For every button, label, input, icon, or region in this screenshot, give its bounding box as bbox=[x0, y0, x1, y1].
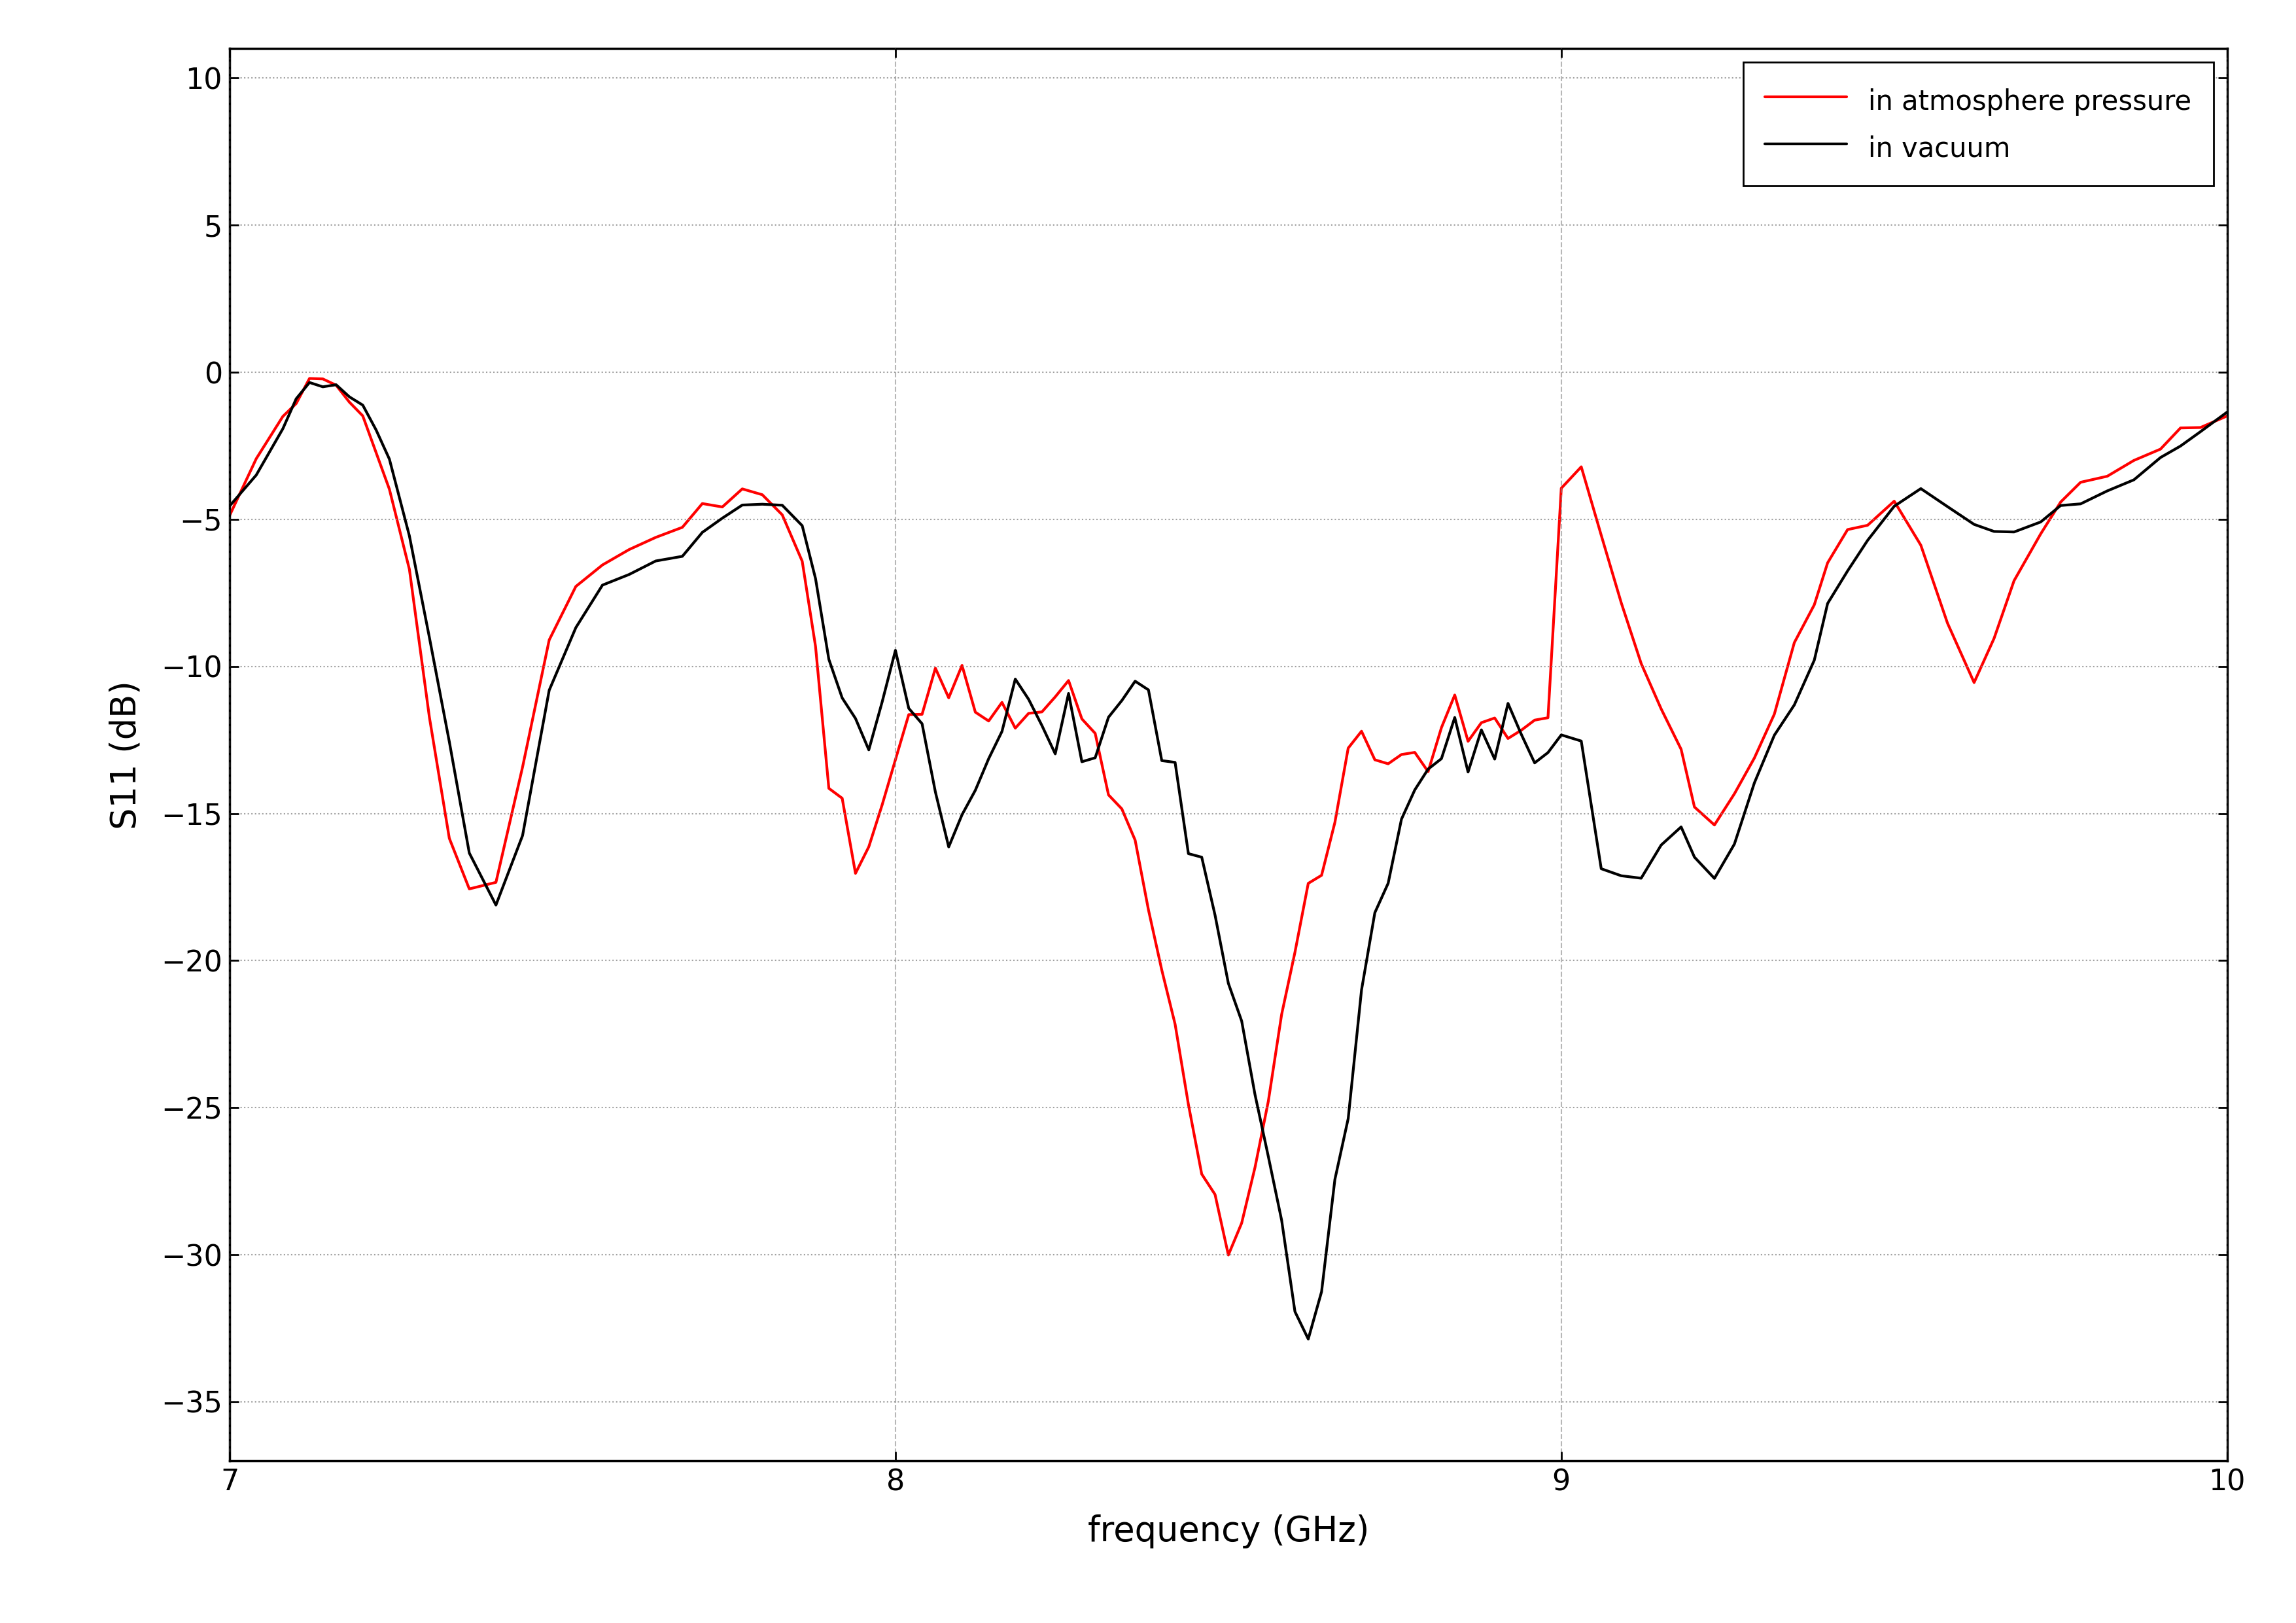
Y-axis label: S11 (dB): S11 (dB) bbox=[108, 680, 142, 829]
in atmosphere pressure bbox=[1215, 1245, 1242, 1264]
in vacuum bbox=[1295, 1329, 1322, 1349]
in atmosphere pressure bbox=[2066, 472, 2094, 492]
in vacuum bbox=[296, 373, 324, 393]
in vacuum bbox=[2066, 493, 2094, 513]
in atmosphere pressure bbox=[216, 506, 243, 526]
in atmosphere pressure bbox=[1120, 831, 1148, 850]
in atmosphere pressure bbox=[788, 552, 815, 571]
Line: in vacuum: in vacuum bbox=[230, 383, 2227, 1339]
Line: in atmosphere pressure: in atmosphere pressure bbox=[230, 378, 2227, 1255]
in vacuum bbox=[728, 495, 755, 514]
in atmosphere pressure bbox=[2213, 406, 2241, 425]
in vacuum bbox=[843, 709, 870, 729]
in vacuum bbox=[216, 497, 243, 516]
X-axis label: frequency (GHz): frequency (GHz) bbox=[1088, 1514, 1368, 1548]
in atmosphere pressure bbox=[689, 493, 716, 513]
in atmosphere pressure bbox=[296, 368, 324, 388]
in vacuum bbox=[689, 523, 716, 542]
in vacuum bbox=[788, 516, 815, 536]
in atmosphere pressure bbox=[843, 863, 870, 883]
Legend: in atmosphere pressure, in vacuum: in atmosphere pressure, in vacuum bbox=[1743, 62, 2213, 187]
in atmosphere pressure bbox=[728, 479, 755, 498]
in vacuum bbox=[1120, 672, 1148, 691]
in vacuum bbox=[2213, 403, 2241, 422]
